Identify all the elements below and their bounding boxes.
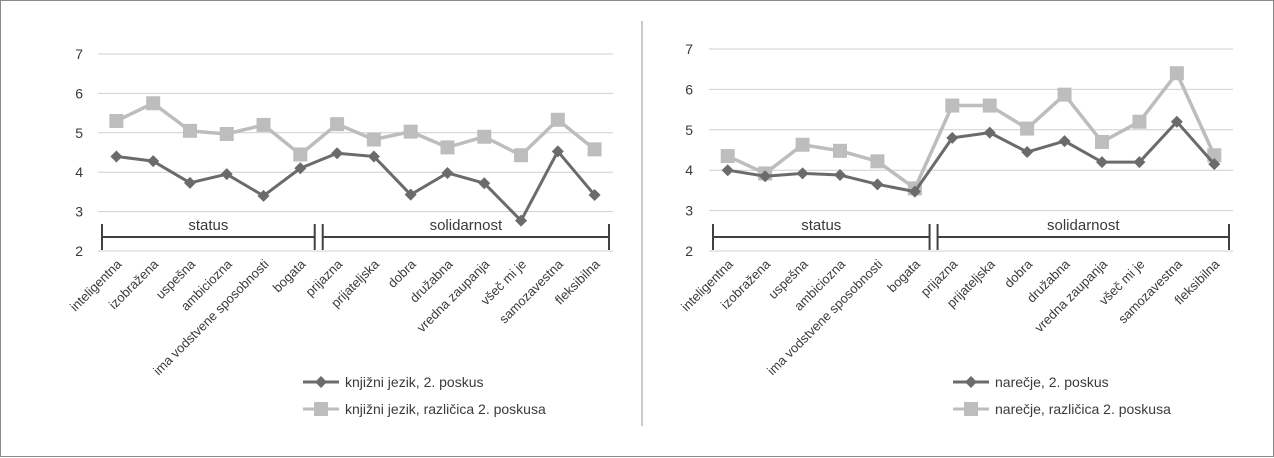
data-point-diamond [946,131,959,144]
data-point-diamond [404,188,417,201]
data-point-diamond [834,169,846,182]
legend-marker-diamond [965,376,977,388]
data-point-square [293,147,308,162]
group-label-status: status [801,217,841,234]
data-point-diamond [1208,158,1221,171]
y-tick-label: 7 [75,46,83,62]
data-point-square [795,137,810,152]
data-point-diamond [331,147,344,160]
group-label-solidarnost: solidarnost [430,217,503,234]
data-point-square [366,132,381,147]
data-point-square [870,154,885,169]
legend-marker-diamond [315,376,327,388]
data-point-square [1057,87,1072,102]
y-tick-label: 5 [75,125,83,141]
y-tick-label: 2 [685,243,693,259]
legend-marker-square [314,402,328,416]
legend-entry: narečje, 2. poskus [995,374,1109,390]
data-point-square [403,124,418,139]
data-point-square [477,129,492,144]
y-tick-label: 4 [75,164,83,180]
data-point-diamond [796,167,809,180]
x-tick-label: samozavestna [496,256,566,326]
group-label-solidarnost: solidarnost [1047,217,1120,234]
data-point-square [1095,134,1109,149]
data-point-square [720,149,735,164]
data-point-square [1169,66,1184,81]
data-point-diamond [110,150,123,163]
data-point-diamond [478,177,491,190]
series-line [116,149,596,223]
data-point-square [256,117,271,132]
y-tick-label: 6 [75,85,83,101]
data-point-diamond [1133,156,1146,169]
y-tick-label: 3 [75,204,83,220]
legend-marker-square [964,402,978,416]
legend-entry: knjižni jezik, 2. poskus [345,374,484,390]
data-point-diamond [183,176,196,189]
data-point-diamond [908,185,921,198]
data-point-diamond [983,126,996,139]
data-point-square [182,123,197,138]
data-point-square [219,126,234,141]
y-tick-label: 7 [685,41,693,57]
x-tick-label: dobra [385,256,420,291]
data-point-square [440,140,455,155]
data-point-diamond [1096,156,1108,169]
legend-entry: narečje, različica 2. poskusa [995,401,1171,417]
data-point-square [587,142,602,157]
data-point-square [833,143,847,158]
data-point-diamond [551,145,564,158]
group-label-status: status [188,217,228,234]
data-point-diamond [588,189,601,202]
data-point-diamond [220,168,233,181]
chart-1: 234567inteligentnaizobraženauspešnaambic… [67,46,613,417]
data-point-square [1020,121,1035,136]
series-line [727,120,1216,194]
data-point-diamond [759,170,772,183]
data-point-square [146,96,161,111]
data-point-diamond [367,150,380,163]
data-point-square [514,148,529,163]
data-point-diamond [1170,115,1183,128]
data-point-diamond [1021,146,1034,159]
legend-entry: knjižni jezik, različica 2. poskusa [345,401,546,417]
data-point-diamond [721,164,734,177]
data-point-square [550,112,565,127]
y-tick-label: 3 [685,203,693,219]
x-tick-label: dobra [1001,256,1036,291]
data-point-diamond [871,178,884,191]
chart-2: 234567inteligentnaizobraženauspešnaambic… [678,41,1233,417]
data-point-diamond [515,214,528,227]
y-tick-label: 2 [75,243,83,259]
data-point-diamond [294,162,307,175]
data-point-square [982,98,997,113]
data-point-square [330,117,345,132]
y-tick-label: 4 [685,162,693,178]
y-tick-label: 5 [685,122,693,138]
data-point-diamond [147,155,160,168]
data-point-square [109,113,124,128]
y-tick-label: 6 [685,81,693,97]
data-point-square [1132,114,1147,129]
data-point-diamond [441,166,454,179]
data-point-square [945,98,960,113]
data-point-diamond [257,189,270,202]
data-point-diamond [1058,135,1071,148]
